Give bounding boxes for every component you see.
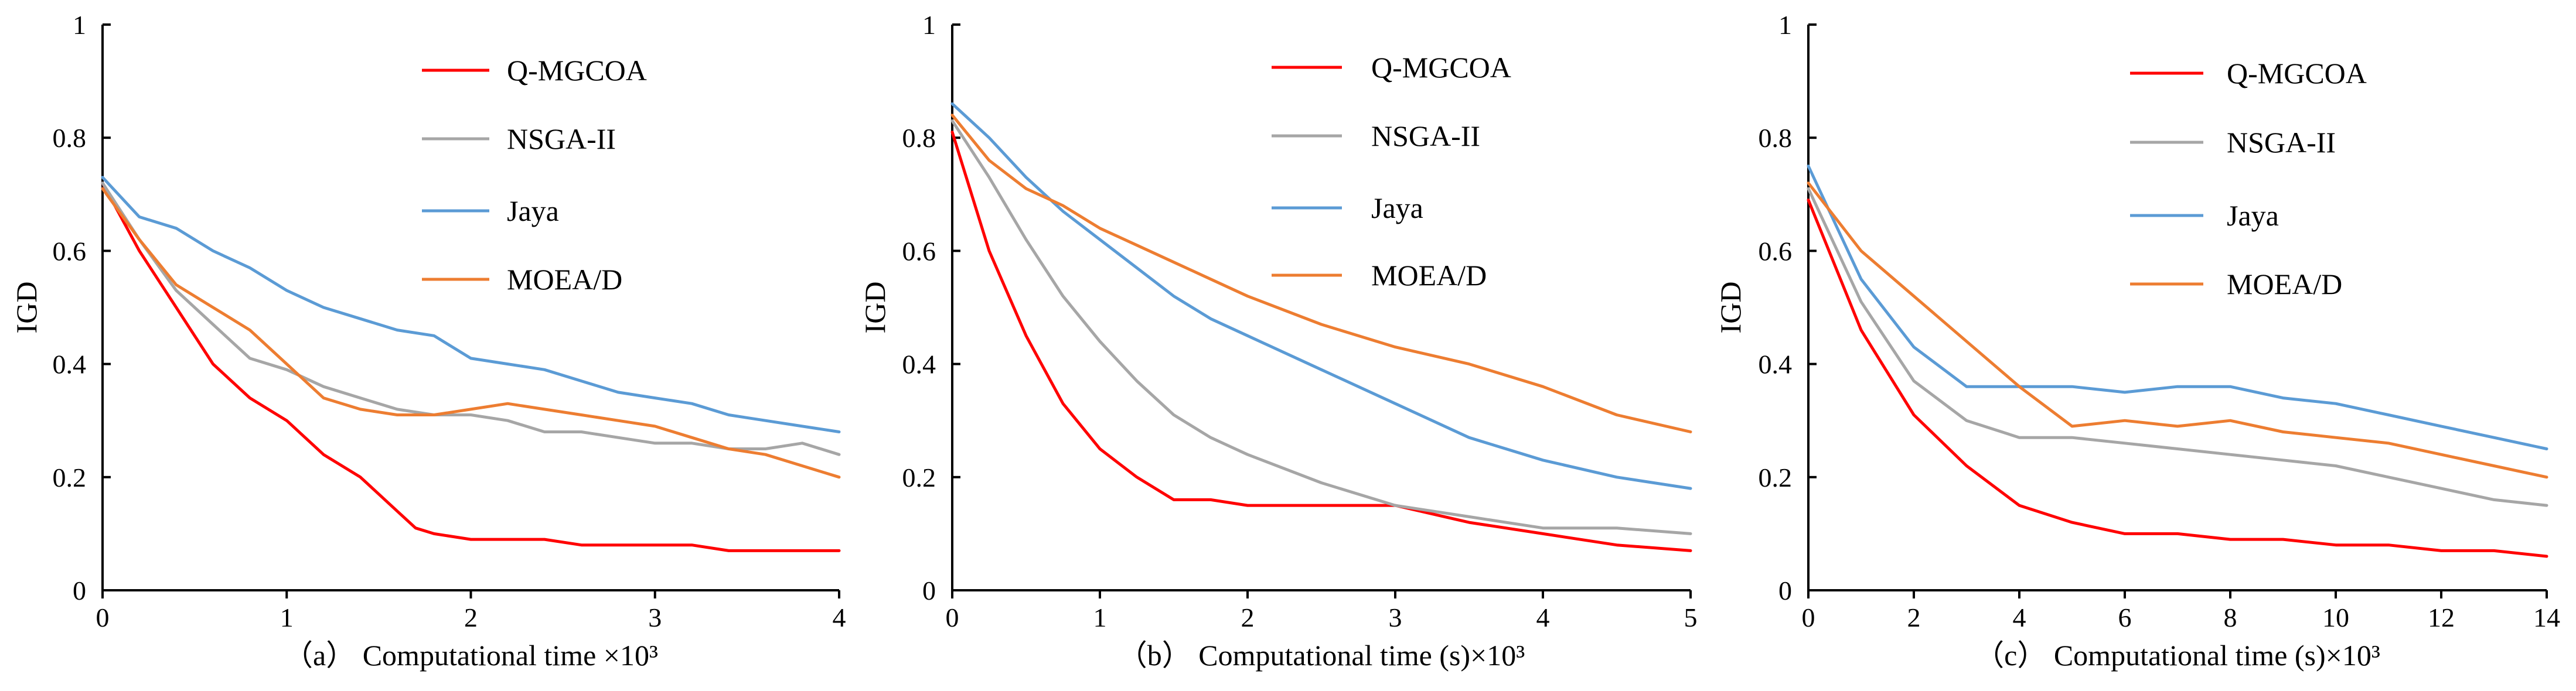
y-tick-label: 0.4 — [1759, 350, 1793, 379]
y-tick-label: 1 — [922, 10, 936, 40]
x-tick-label: 3 — [648, 603, 662, 632]
x-tick-label: 1 — [280, 603, 294, 632]
y-tick-label: 0.2 — [53, 463, 87, 492]
x-tick-label: 2 — [1241, 603, 1255, 632]
x-tick-label: 4 — [2013, 603, 2026, 632]
series-line-q-mgcoa — [101, 182, 841, 552]
x-tick-label: 2 — [1907, 603, 1921, 632]
series-line-moea-d — [1807, 182, 2548, 479]
y-tick-label: 0.2 — [902, 463, 936, 492]
y-tick-label: 1 — [1778, 10, 1792, 40]
series-line-q-mgcoa — [1807, 199, 2548, 558]
y-tick-label: 0.8 — [1759, 123, 1793, 153]
legend-label: MOEA/D — [507, 263, 622, 296]
series-line-nsga-ii — [101, 182, 841, 456]
x-axis-title: （a） Computational time ×10³ — [284, 639, 658, 672]
x-tick-label: 0 — [946, 603, 959, 632]
y-axis-title: IGD — [858, 282, 891, 334]
y-tick-label: 0.2 — [1759, 463, 1793, 492]
y-axis-title: IGD — [10, 282, 43, 334]
series-line-q-mgcoa — [950, 131, 1692, 552]
y-tick-label: 0 — [73, 576, 86, 606]
x-axis-title: （b） Computational time (s)×10³ — [1118, 639, 1525, 672]
series-line-jaya — [950, 102, 1692, 490]
y-tick-label: 0 — [922, 576, 936, 606]
legend-label: Jaya — [1371, 191, 1423, 224]
x-tick-label: 2 — [464, 603, 478, 632]
y-tick-label: 0.4 — [53, 350, 87, 379]
y-tick-label: 0.4 — [902, 350, 936, 379]
x-tick-label: 4 — [833, 603, 846, 632]
x-tick-label: 10 — [2322, 603, 2349, 632]
x-tick-label: 4 — [1536, 603, 1550, 632]
y-tick-label: 0.6 — [1759, 236, 1793, 266]
series-line-moea-d — [101, 187, 841, 479]
x-tick-label: 12 — [2428, 603, 2455, 632]
x-tick-label: 14 — [2533, 603, 2560, 632]
x-tick-label: 0 — [96, 603, 110, 632]
legend-label: Jaya — [507, 194, 559, 227]
x-tick-label: 0 — [1802, 603, 1815, 632]
legend-label: Q-MGCOA — [507, 54, 647, 87]
x-axis-title: （c） Computational time (s)×10³ — [1975, 639, 2380, 672]
y-tick-label: 0.6 — [902, 236, 936, 266]
legend-label: Jaya — [2227, 199, 2279, 232]
series-line-jaya — [1807, 165, 2548, 450]
series-line-moea-d — [950, 114, 1692, 433]
y-tick-label: 0.8 — [902, 123, 936, 153]
chart-panel-2: 0 0.2 0.4 0.6 0.8 1 0 1 2 3 4 5 IGD （b） Computational… — [858, 10, 1698, 672]
legend-label: MOEA/D — [1371, 259, 1487, 292]
legend-label: NSGA-II — [507, 122, 616, 155]
legend-label: NSGA-II — [2227, 126, 2336, 159]
x-tick-label: 3 — [1389, 603, 1402, 632]
y-tick-label: 0.6 — [53, 236, 87, 266]
y-tick-label: 0.8 — [53, 123, 87, 153]
x-tick-label: 8 — [2224, 603, 2237, 632]
x-tick-label: 5 — [1684, 603, 1698, 632]
chart-panel-1: 0 0.2 0.4 0.6 0.8 1 0 1 2 3 4 IGD （a） Computational … — [10, 10, 846, 672]
legend-label: Q-MGCOA — [2227, 57, 2367, 90]
legend-label: Q-MGCOA — [1371, 51, 1511, 84]
y-tick-label: 1 — [73, 10, 86, 40]
series-line-nsga-ii — [950, 119, 1692, 535]
legend-label: NSGA-II — [1371, 119, 1480, 152]
x-tick-label: 6 — [2118, 603, 2132, 632]
legend-label: MOEA/D — [2227, 268, 2342, 300]
y-tick-label: 0 — [1778, 576, 1792, 606]
x-tick-label: 1 — [1093, 603, 1107, 632]
y-axis-title: IGD — [1714, 282, 1747, 334]
series-line-jaya — [101, 176, 841, 433]
series-line-nsga-ii — [1807, 187, 2548, 507]
